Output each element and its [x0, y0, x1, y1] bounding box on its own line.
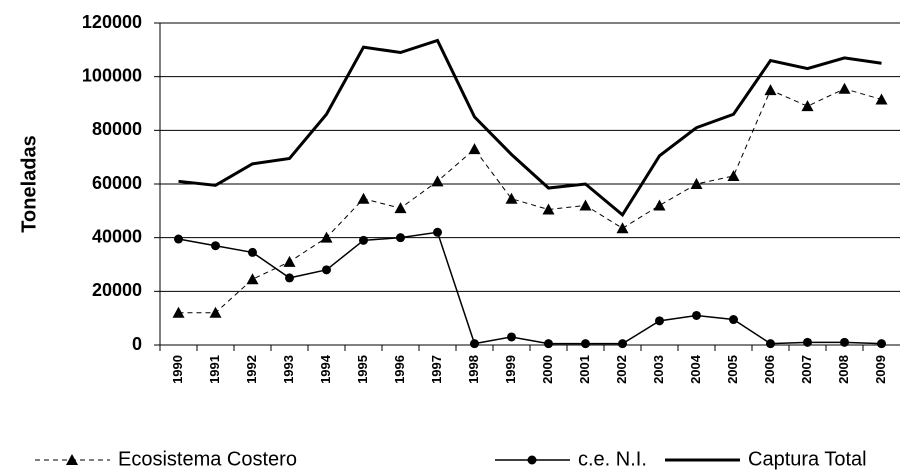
data-point: [394, 202, 407, 214]
data-point: [507, 332, 516, 342]
x-tick-label: 2006: [762, 355, 777, 384]
data-point: [655, 316, 664, 326]
y-tick-label: 40000: [92, 226, 142, 246]
data-point: [248, 247, 257, 257]
x-tick-label: 2004: [688, 354, 703, 384]
data-point: [211, 241, 220, 251]
legend-label: Captura Total: [748, 448, 867, 470]
data-point: [690, 178, 703, 189]
data-point: [544, 339, 553, 349]
data-point: [727, 169, 740, 181]
data-point: [766, 339, 775, 349]
x-tick-label: 1990: [170, 355, 185, 384]
data-point: [468, 143, 481, 155]
data-point: [618, 339, 627, 349]
x-tick-label: 1991: [207, 355, 222, 384]
series-line: [178, 88, 882, 314]
y-tick-label: 100000: [82, 65, 142, 85]
data-point: [246, 273, 259, 285]
data-point: [581, 339, 590, 349]
y-axis-label: Toneladas: [18, 135, 40, 232]
legend-label: Ecosistema Costero: [118, 448, 297, 470]
data-point: [359, 235, 368, 245]
data-point: [283, 255, 296, 267]
data-point: [174, 234, 183, 244]
y-tick-label: 0: [132, 334, 142, 354]
x-tick-label: 2002: [614, 355, 629, 384]
y-tick-label: 80000: [92, 119, 142, 139]
data-point: [357, 192, 370, 204]
x-tick-label: 2009: [873, 355, 888, 384]
legend-marker: [66, 454, 78, 465]
data-point: [542, 203, 555, 215]
data-point: [285, 273, 294, 283]
x-tick-label: 1994: [318, 354, 333, 384]
data-point: [209, 306, 222, 318]
x-tick-label: 1998: [466, 355, 481, 384]
series-line: [178, 231, 882, 345]
x-tick-label: 1992: [244, 355, 259, 384]
x-tick-label: 1997: [429, 355, 444, 384]
data-point: [838, 82, 851, 94]
x-tick-label: 1993: [281, 355, 296, 384]
legend-label: c.e. N.I.: [578, 448, 647, 470]
data-point: [433, 227, 442, 237]
data-point: [801, 100, 814, 112]
x-tick-label: 2008: [836, 355, 851, 384]
y-tick-label: 120000: [82, 12, 142, 32]
data-point: [579, 199, 592, 211]
data-point: [616, 222, 629, 234]
data-point: [840, 337, 849, 347]
legend-marker: [527, 455, 537, 465]
y-tick-label: 20000: [92, 280, 142, 300]
data-point: [431, 175, 444, 187]
x-tick-label: 2001: [577, 355, 592, 384]
y-tick-label: 60000: [92, 173, 142, 193]
data-point: [875, 93, 888, 105]
data-point: [803, 337, 812, 347]
series-line: [178, 38, 882, 218]
data-point: [322, 265, 331, 275]
data-point: [877, 339, 886, 349]
data-point: [396, 233, 405, 243]
x-tick-label: 2007: [799, 355, 814, 384]
data-point: [470, 339, 479, 349]
x-tick-label: 2005: [725, 355, 740, 384]
data-point: [764, 84, 777, 96]
data-point: [729, 315, 738, 325]
data-point: [320, 231, 333, 243]
x-tick-label: 1995: [355, 355, 370, 384]
x-tick-label: 2000: [540, 355, 555, 384]
x-tick-label: 2003: [651, 355, 666, 384]
data-point: [692, 310, 701, 320]
x-tick-label: 1996: [392, 355, 407, 384]
data-point: [172, 306, 185, 318]
data-point: [505, 192, 518, 204]
x-tick-label: 1999: [503, 355, 518, 384]
data-point: [653, 199, 666, 211]
